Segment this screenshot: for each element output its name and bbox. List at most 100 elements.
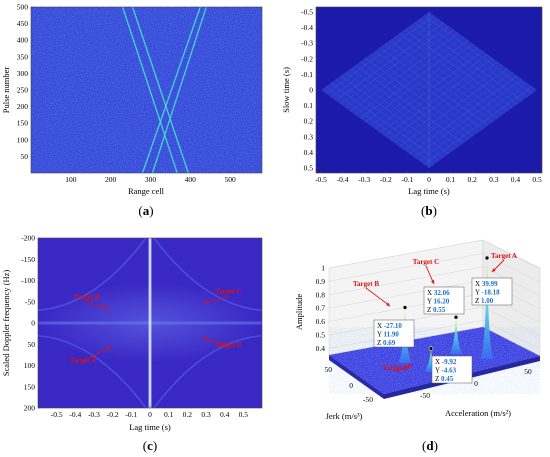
panel-d-target-labels: Target A Target C Target B Target D (353, 252, 517, 373)
panel-b-x-tick-label: -0.4 (337, 175, 349, 184)
panel-d-jerk-tick-label: 50 (325, 365, 333, 374)
panel-b-caption: (b) (421, 203, 437, 218)
panel-d-peak-marker (453, 314, 459, 320)
panel-c-x-tick-label: -0.2 (107, 410, 119, 419)
panel-c-arrowhead-3 (204, 337, 209, 341)
panel-d-z-gridline (328, 279, 484, 309)
panel-d-datatip-row: X -9.92 (435, 358, 457, 366)
panel-d-peak-marker (484, 255, 490, 261)
panel-d-z-tick-label: 0.8 (316, 290, 326, 299)
panel-d-datatip-row: X 39.99 (475, 280, 498, 288)
panel-d-datatip-row: Y -4.63 (435, 367, 457, 375)
panel-b-y-tick-label: 0 (309, 86, 313, 95)
panel-b-hatch-line (340, 25, 449, 105)
panel-d-datatip-box (471, 277, 513, 306)
panel-c-caption: (c) (143, 438, 157, 453)
panel-a-y-tick-label: 450 (17, 19, 29, 28)
panel-b-y-tick-label: -0.3 (301, 39, 313, 48)
panel-b-hatch-line (379, 54, 489, 133)
panel-d-z-tick-label: 0.6 (316, 317, 326, 326)
panel-a-letter: a (143, 203, 150, 218)
panel-d-peak-target-a (480, 258, 494, 359)
panel-a-trace-2 (131, 6, 189, 174)
panel-b-hatch-line (414, 79, 523, 158)
panel-d-jerk-tick-label: 0 (349, 381, 353, 390)
panel-b-x-tick-label: -0.3 (358, 175, 370, 184)
panel-a-y-tick-label: 50 (21, 152, 29, 161)
panel-b-hatch-line (335, 22, 444, 101)
panel-c-x-tick-label: -0.1 (125, 410, 137, 419)
panel-d-datatip-box (423, 286, 465, 315)
panel-b-time-lag-map: -0.5 -0.4 -0.3 -0.2 -0.1 0 0.1 0.2 0.3 0.4 0.5 -0.… (281, 6, 543, 218)
panel-b-hatch-line (404, 29, 513, 108)
panel-a-trace-3 (151, 6, 207, 174)
panel-b-y-tick-label: -0.1 (301, 70, 313, 79)
panel-b-x-tick-label: -0.5 (315, 175, 327, 184)
panel-d-datatip-row: Y 16.20 (427, 298, 450, 306)
panel-c-x-tick-label: -0.4 (69, 410, 81, 419)
panel-b-x-tick-label: 0.5 (532, 175, 542, 184)
panel-b-hatch-line (394, 64, 503, 144)
panel-d-datatip-box (373, 319, 415, 348)
panel-d-datatips: X 39.99Y -18.18Z 1.00 X 32.06Y 16.20Z 0.5… (373, 277, 513, 384)
panel-b-hatch-line (389, 61, 498, 140)
panel-d-datatip-box (431, 355, 473, 384)
panel-a-x-tick-label: 500 (225, 175, 237, 184)
panel-d-target-arrow (365, 287, 391, 307)
panel-b-hatch-line (330, 18, 439, 98)
panel-d-target-label: Target D (383, 364, 409, 372)
panel-c-target-label: Target C (215, 287, 241, 295)
panel-d-target-arrowhead (386, 302, 390, 306)
panel-a-trace-1 (121, 6, 178, 174)
panel-c-target-label: Target B (74, 293, 100, 301)
panel-c-letter: c (147, 438, 153, 453)
panel-b-hatch-line (365, 43, 474, 123)
panel-d-target-label: Target B (353, 280, 379, 288)
panel-b-hatch-line (409, 25, 518, 105)
panel-b-hatch-line (389, 40, 498, 119)
panel-d-z-tick-label: 0.5 (316, 330, 326, 339)
panel-c-curve-1 (37, 237, 147, 312)
panel-c-y-tick-label: 0 (31, 319, 35, 328)
panel-c-target-label: Target D (215, 341, 241, 349)
panel-d-accel-tick-label: 0 (474, 379, 478, 388)
panel-a-trace-4 (141, 6, 201, 174)
panel-c-x-tick-label: 0.5 (239, 410, 249, 419)
panel-c-arrow-3 (203, 337, 229, 347)
panel-a-y-tick-label: 300 (17, 69, 29, 78)
panel-b-hatch-line (423, 15, 533, 94)
panel-b-x-tick-label: 0.3 (489, 175, 499, 184)
panel-c-x-tick-label: 0.1 (164, 410, 174, 419)
panel-c-y-tick-label: -150 (21, 255, 35, 264)
panel-b-y-tick-label: 0.1 (304, 101, 314, 110)
panel-c-curve-2 (153, 237, 263, 312)
panel-a-traces (121, 6, 207, 174)
panel-d-datatip-row: Y -18.18 (475, 289, 500, 297)
panel-d-z-gridline (482, 306, 541, 337)
panel-b-hatch-line (399, 33, 508, 112)
panel-b-hatch-line (379, 47, 489, 126)
panel-a-x-tick-label: 100 (65, 175, 77, 184)
panel-d-z-gridline (482, 320, 541, 350)
panel-d-datatip-row: X 32.06 (427, 289, 450, 297)
panel-c-x-tick-label: -0.3 (88, 410, 100, 419)
panel-d-datatip-row: Z 0.69 (377, 339, 396, 347)
panel-d-z-tick-label: 1 (321, 264, 325, 273)
panel-b-hatch-line (350, 33, 459, 112)
panel-a-y-axis-label: Pulse number (1, 67, 11, 114)
panel-c-arrowhead-2 (204, 300, 209, 305)
panel-b-x-tick-label: 0.2 (468, 175, 478, 184)
panel-c-curve-4 (153, 334, 263, 409)
panel-d-datatip-row: X -27.10 (377, 322, 402, 330)
panel-c-x-tick-label: 0.4 (220, 410, 230, 419)
panel-c-y-tick-label: -200 (21, 234, 35, 243)
panel-b-y-tick-label: 0.5 (304, 164, 314, 173)
panel-b-x-tick-label: 0 (427, 175, 431, 184)
panel-b-y-tick-label: 0.3 (304, 132, 314, 141)
panel-d-datatip-row: Z 0.55 (427, 306, 446, 314)
panel-c-zero-lag-line (148, 238, 152, 408)
panel-c-target-label: Target A (70, 357, 96, 365)
panel-a-y-tick-label: 200 (17, 102, 29, 111)
panel-d-z-axis-label: Amplitude (294, 294, 304, 331)
panel-b-hatch-line (399, 68, 508, 147)
